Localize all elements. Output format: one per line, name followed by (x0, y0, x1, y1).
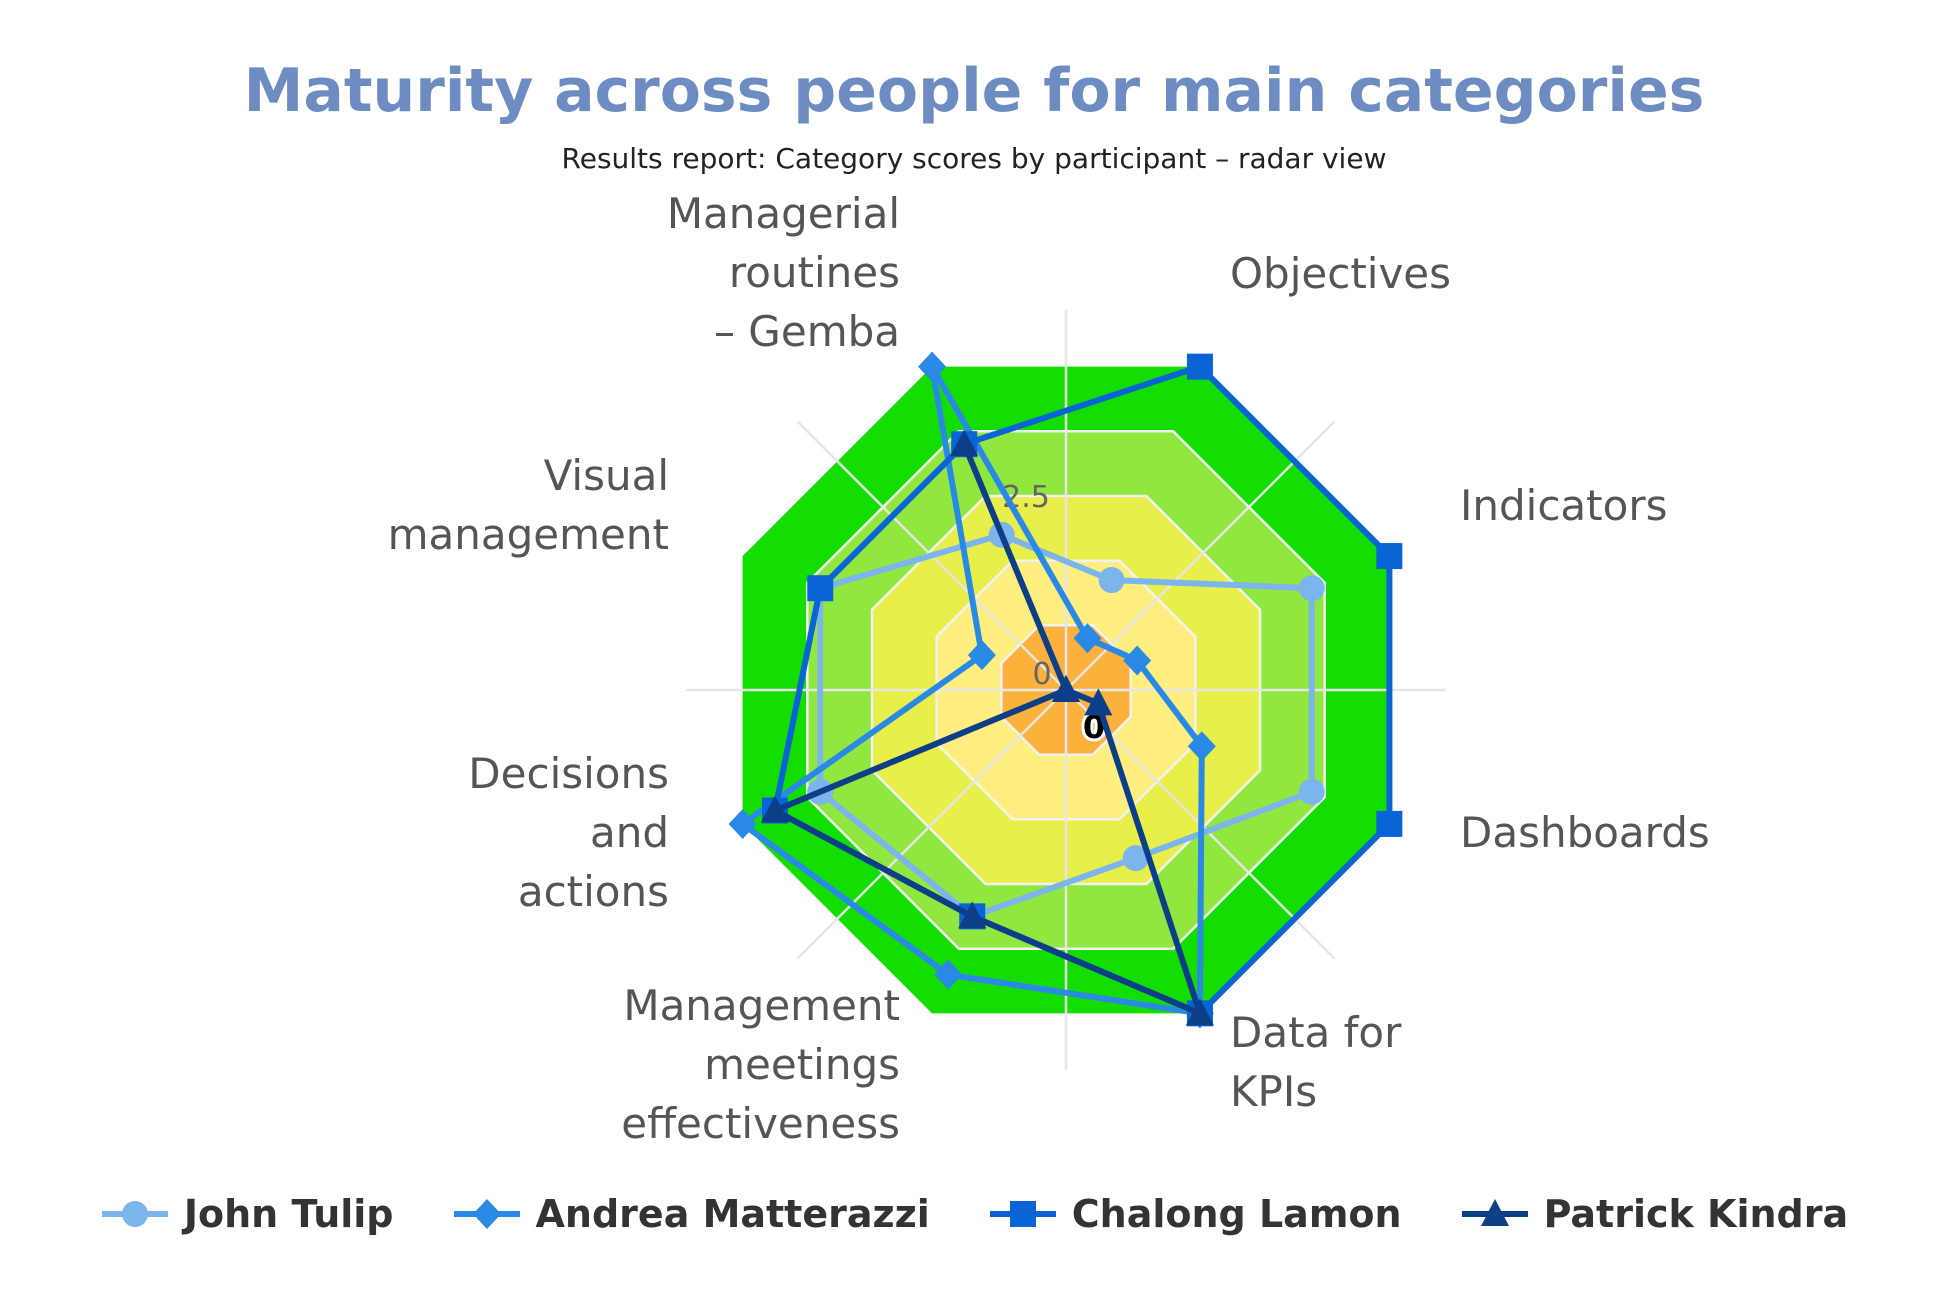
point-andrea-matterazzi-1[interactable] (1073, 623, 1102, 654)
point-patrick-kindra-3[interactable] (1084, 688, 1113, 716)
legend: John Tulip Andrea Matterazzi Chalong Lamon… (0, 1192, 1948, 1236)
category-label-7: Visual management (388, 451, 669, 559)
point-john-tulip-1[interactable] (1098, 567, 1125, 594)
point-patrick-kindra-4[interactable] (1185, 998, 1214, 1026)
point-andrea-matterazzi-8[interactable] (918, 351, 947, 382)
point-patrick-kindra-6[interactable] (760, 795, 789, 823)
point-patrick-kindra-7[interactable] (1052, 675, 1080, 702)
legend-label: Andrea Matterazzi (535, 1192, 930, 1236)
point-andrea-matterazzi-7[interactable] (967, 640, 996, 671)
series-layer (728, 351, 1403, 1029)
category-label-2: Indicators (1460, 481, 1667, 530)
grid-spoke (1065, 420, 1336, 691)
square-marker-icon (989, 1201, 1056, 1227)
category-label-4: Data for KPIs (1230, 1008, 1402, 1116)
legend-marker-john-tulip (121, 1201, 148, 1227)
ring-label-0: 0 (1032, 657, 1051, 692)
category-label-6: Decisions and actions (468, 749, 669, 916)
legend-label: Chalong Lamon (1071, 1192, 1402, 1236)
category-label-5: Management meetings effectiveness (621, 981, 900, 1148)
point-john-tulip-4[interactable] (1122, 845, 1149, 872)
point-chalong-lamon-7[interactable] (807, 575, 834, 602)
legend-label: John Tulip (183, 1192, 394, 1236)
grid-spoke (796, 689, 1067, 960)
point-chalong-lamon-2[interactable] (1376, 543, 1403, 570)
point-andrea-matterazzi-3[interactable] (1187, 731, 1216, 762)
point-chalong-lamon-3[interactable] (1376, 810, 1403, 837)
grid-ring (1000, 624, 1132, 756)
grid-ring (806, 430, 1326, 950)
point-andrea-matterazzi-5[interactable] (934, 959, 963, 990)
point-andrea-matterazzi-6[interactable] (728, 808, 757, 839)
point-andrea-matterazzi-2[interactable] (1123, 645, 1152, 676)
legend-item-chalong-lamon[interactable]: Chalong Lamon (988, 1192, 1402, 1236)
grid-ring (935, 559, 1197, 821)
category-label-1: Objectives (1230, 249, 1451, 298)
legend-marker-chalong-lamon (1009, 1201, 1036, 1227)
legend-marker-andrea-matterazzi (472, 1199, 501, 1229)
series-line-patrick-kindra[interactable] (772, 441, 1203, 1017)
legend-marker-patrick-kindra (1480, 1199, 1509, 1226)
legend-item-john-tulip[interactable]: John Tulip (100, 1192, 394, 1236)
category-label-3: Dashboards (1460, 808, 1710, 857)
category-label-8: Managerial routines – Gemba (667, 189, 900, 356)
point-john-tulip-2[interactable] (1298, 575, 1325, 602)
chart-title: Maturity across people for main categori… (243, 56, 1705, 126)
point-patrick-kindra-8[interactable] (950, 429, 979, 457)
point-john-tulip-3[interactable] (1298, 778, 1325, 805)
chart-subtitle: Results report: Category scores by parti… (561, 142, 1387, 175)
legend-label: Patrick Kindra (1543, 1192, 1849, 1236)
circle-marker-icon (101, 1201, 168, 1227)
grid-ring (870, 494, 1262, 886)
point-patrick-kindra-5[interactable] (958, 901, 987, 929)
legend-item-patrick-kindra[interactable]: Patrick Kindra (1460, 1192, 1849, 1236)
triangle-marker-icon (1461, 1199, 1528, 1226)
legend-item-andrea-matterazzi[interactable]: Andrea Matterazzi (452, 1192, 930, 1236)
category-labels: Objectives Indicators Dashboards Data for KP… (388, 189, 1710, 1148)
diamond-marker-icon (453, 1199, 520, 1229)
series-patrick-kindra (760, 429, 1214, 1026)
point-chalong-lamon-1[interactable] (1186, 353, 1213, 380)
